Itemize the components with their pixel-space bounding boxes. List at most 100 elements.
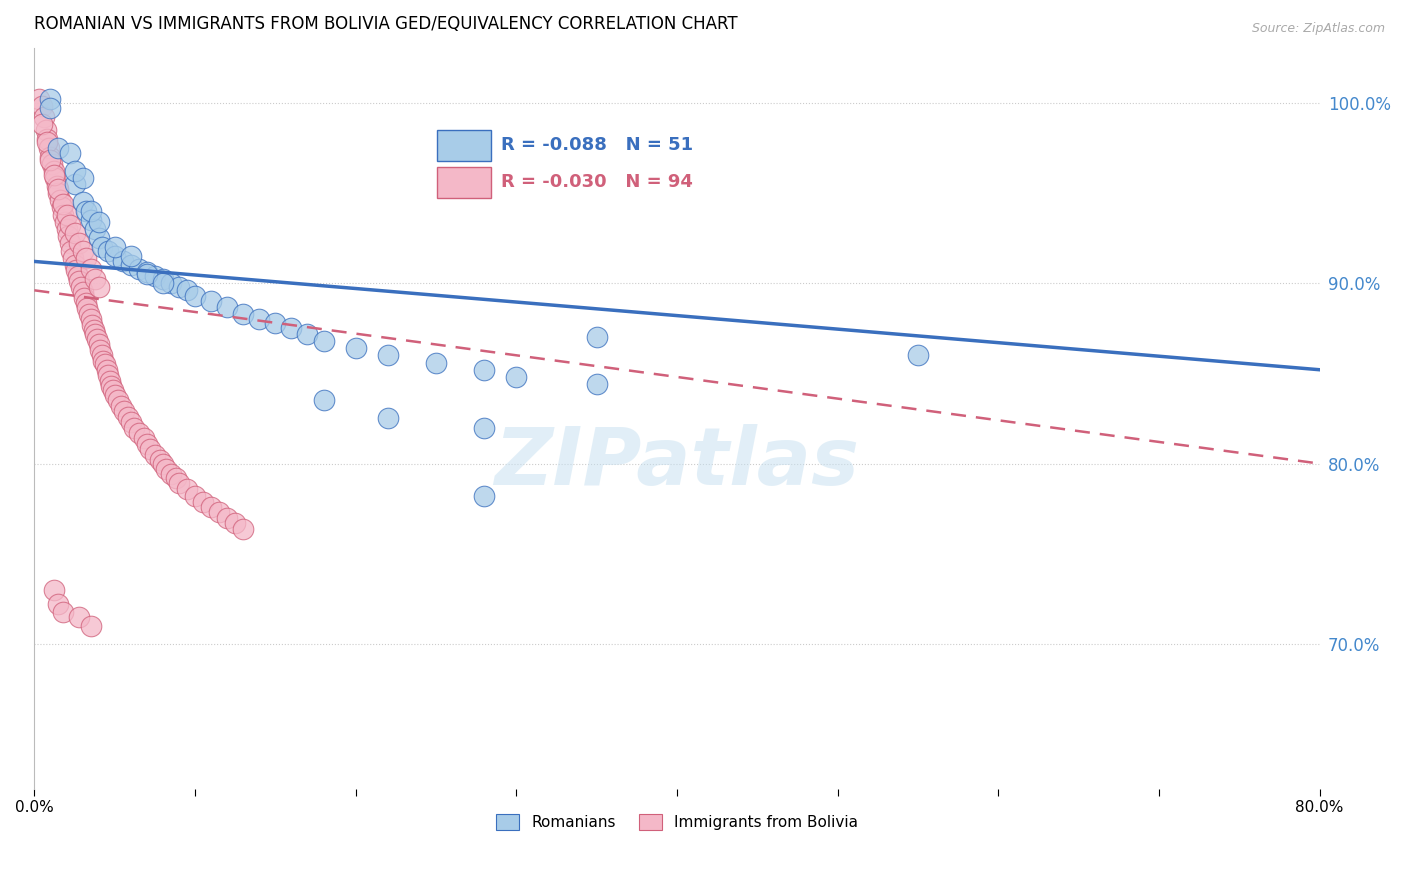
Point	[155, 462, 177, 476]
Text: Source: ZipAtlas.com: Source: ZipAtlas.com	[1251, 22, 1385, 36]
Point	[75, 203, 97, 218]
Legend: Romanians, Immigrants from Bolivia: Romanians, Immigrants from Bolivia	[491, 808, 863, 837]
Point	[62, 251, 84, 265]
Point	[143, 268, 166, 283]
Point	[97, 368, 120, 383]
FancyBboxPatch shape	[437, 167, 491, 198]
Point	[73, 291, 96, 305]
Point	[111, 254, 134, 268]
Point	[45, 178, 67, 193]
Point	[122, 420, 145, 434]
Point	[51, 200, 73, 214]
Point	[101, 383, 124, 397]
Point	[37, 136, 59, 150]
Point	[31, 99, 53, 113]
Point	[39, 101, 62, 115]
Point	[98, 374, 121, 388]
Point	[39, 92, 62, 106]
Point	[39, 150, 62, 164]
Point	[200, 294, 222, 309]
Point	[232, 522, 254, 536]
Point	[72, 285, 94, 299]
Point	[66, 268, 89, 283]
Point	[312, 393, 335, 408]
Point	[52, 207, 75, 221]
Point	[87, 215, 110, 229]
Point	[152, 457, 174, 471]
Point	[84, 222, 107, 236]
Point	[104, 240, 127, 254]
Point	[79, 261, 101, 276]
Point	[135, 436, 157, 450]
Point	[120, 415, 142, 429]
Point	[232, 307, 254, 321]
Point	[32, 110, 55, 124]
Point	[297, 326, 319, 341]
Point	[217, 300, 239, 314]
Point	[42, 168, 65, 182]
Point	[135, 267, 157, 281]
Point	[90, 240, 112, 254]
Point	[48, 186, 70, 200]
Point	[152, 272, 174, 286]
Point	[176, 482, 198, 496]
Point	[63, 258, 86, 272]
Point	[41, 157, 63, 171]
Point	[104, 388, 127, 402]
Point	[72, 171, 94, 186]
Point	[200, 500, 222, 514]
Point	[79, 213, 101, 227]
Point	[167, 279, 190, 293]
Point	[120, 249, 142, 263]
Point	[83, 323, 105, 337]
Point	[42, 582, 65, 597]
Point	[97, 244, 120, 258]
Point	[39, 153, 62, 168]
Point	[87, 279, 110, 293]
Point	[280, 321, 302, 335]
Point	[505, 370, 527, 384]
Point	[96, 363, 118, 377]
Point	[89, 343, 111, 357]
Text: R = -0.088   N = 51: R = -0.088 N = 51	[501, 136, 693, 154]
Point	[139, 442, 162, 457]
Point	[52, 605, 75, 619]
Point	[94, 357, 117, 371]
Point	[79, 203, 101, 218]
Point	[585, 377, 607, 392]
Point	[93, 353, 115, 368]
Point	[72, 194, 94, 209]
Point	[59, 219, 82, 233]
Point	[44, 171, 66, 186]
Point	[167, 476, 190, 491]
Point	[377, 348, 399, 362]
Point	[149, 453, 172, 467]
Point	[120, 258, 142, 272]
Point	[128, 261, 150, 276]
Point	[75, 251, 97, 265]
Point	[152, 276, 174, 290]
Point	[264, 316, 287, 330]
Point	[67, 610, 90, 624]
Point	[160, 467, 183, 482]
Point	[143, 448, 166, 462]
Point	[37, 131, 59, 145]
Point	[79, 312, 101, 326]
Point	[110, 399, 132, 413]
Point	[472, 420, 495, 434]
Point	[86, 332, 108, 346]
Point	[87, 337, 110, 351]
Point	[67, 274, 90, 288]
Point	[38, 141, 60, 155]
Text: R = -0.030   N = 94: R = -0.030 N = 94	[501, 173, 693, 192]
Point	[76, 301, 98, 316]
Point	[72, 244, 94, 258]
Point	[55, 222, 77, 236]
Point	[48, 182, 70, 196]
Point	[48, 141, 70, 155]
Point	[176, 283, 198, 297]
Point	[344, 341, 367, 355]
Point	[67, 236, 90, 251]
Point	[60, 244, 83, 258]
Point	[75, 296, 97, 310]
